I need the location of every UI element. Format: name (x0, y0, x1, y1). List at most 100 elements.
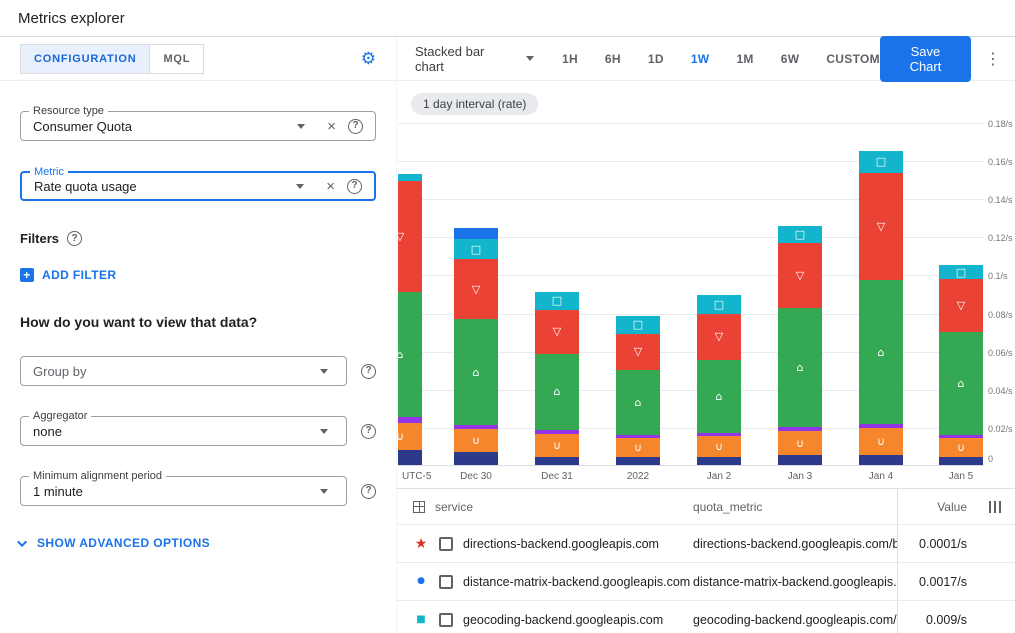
range-custom[interactable]: CUSTOM (826, 51, 880, 66)
bar-segment-green: ⌂ (778, 307, 822, 427)
bar-dec-30[interactable]: □ ▽ ⌂ ∪ (454, 227, 498, 465)
column-display-options-icon[interactable] (989, 500, 1001, 513)
bar-partial[interactable]: ▽ ⌂ ∪ (398, 173, 422, 465)
chevron-down-icon (320, 428, 328, 434)
series-marker-icon: ⌂ (877, 345, 885, 359)
series-marker-icon: □ (955, 265, 967, 279)
y-axis-label: 0.06/s (988, 348, 1013, 358)
save-chart-button[interactable]: Save Chart (879, 35, 971, 82)
bar-jan-3[interactable]: □ ▽ ⌂ ∪ (778, 225, 822, 465)
chart-type-dropdown[interactable]: Stacked bar chart (415, 44, 540, 74)
gridline (398, 161, 984, 162)
series-marker-icon: ⌂ (715, 389, 723, 403)
series-marker-icon: ▽ (552, 325, 562, 339)
bar-segment-red: ▽ (939, 279, 983, 332)
series-marker-icon: ▽ (795, 268, 805, 282)
range-1d[interactable]: 1D (647, 51, 664, 66)
gear-icon[interactable]: ⚙ (360, 48, 376, 69)
row-checkbox[interactable] (439, 612, 453, 627)
aggregator-select[interactable]: Aggregator none (20, 410, 347, 446)
bar-segment-teal: □ (697, 294, 741, 314)
series-marker-icon: ∪ (876, 435, 886, 449)
x-axis-label: Jan 4 (868, 471, 894, 482)
bar-jan-5[interactable]: □ ▽ ⌂ ∪ (939, 264, 983, 465)
table-row[interactable]: ■ geocoding-backend.googleapis.com geocodi… (397, 601, 1015, 633)
series-marker-icon: ▽ (876, 219, 886, 233)
add-filter-button[interactable]: + ADD FILTER (20, 268, 376, 282)
bar-segment-purple (535, 429, 579, 434)
bar-jan-4[interactable]: □ ▽ ⌂ ∪ (859, 150, 903, 465)
bar-segment-navy (616, 457, 660, 465)
group-by-select[interactable]: Group by (20, 356, 347, 386)
series-marker-icon: ▽ (956, 298, 966, 312)
bar-segment-navy (778, 455, 822, 465)
bar-segment-orange: ∪ (616, 438, 660, 458)
service-cell: geocoding-backend.googleapis.com (463, 612, 664, 627)
table-row[interactable]: ● distance-matrix-backend.googleapis.com d… (397, 563, 1015, 601)
bar-segment-teal: □ (616, 316, 660, 334)
series-toggle-icon[interactable] (413, 500, 425, 513)
clear-icon[interactable]: × (327, 117, 336, 135)
y-axis-label: 0.08/s (988, 310, 1013, 320)
bar-segment-purple (398, 417, 422, 424)
add-icon: + (20, 268, 34, 282)
gridline (398, 314, 984, 315)
alignment-period-select[interactable]: Minimum alignment period 1 minute (20, 470, 347, 506)
bar-jan-2[interactable]: □ ▽ ⌂ ∪ (697, 294, 741, 465)
bar-dec-31[interactable]: □ ▽ ⌂ ∪ (535, 291, 579, 465)
stacked-bar-chart: ▽ ⌂ ∪ □ ▽ ⌂ ∪ □ ▽ ⌂ ∪ □ ▽ ⌂ ∪ □ ▽ ⌂ ∪ □ ▽ ⌂ ∪ □ ▽ ⌂ ∪ □ ▽ ⌂ ∪ UTC-5 Dec… (397, 119, 1015, 486)
bar-segment-red: ▽ (454, 259, 498, 320)
bar-segment-orange: ∪ (454, 428, 498, 452)
bar-2022[interactable]: □ ▽ ⌂ ∪ (616, 316, 660, 465)
quota-metric-cell: distance-matrix-backend.googleapis.com/b (693, 574, 897, 589)
tab-configuration[interactable]: CONFIGURATION (20, 43, 151, 74)
help-icon[interactable]: ? (361, 483, 376, 499)
clear-icon[interactable]: × (326, 177, 335, 195)
series-marker-icon: ▽ (633, 345, 643, 359)
bar-segment-purple (697, 432, 741, 437)
bar-segment-red: ▽ (859, 172, 903, 281)
help-icon[interactable]: ? (361, 423, 376, 439)
metric-select[interactable]: Metric Rate quota usage × ? (20, 166, 376, 201)
help-icon[interactable]: ? (361, 363, 376, 379)
bar-segment-navy (535, 457, 579, 465)
bar-segment-purple (778, 426, 822, 431)
value-column-header: Value (897, 489, 975, 524)
series-marker-icon: ⌂ (553, 385, 561, 399)
series-marker-icon: □ (794, 227, 806, 241)
gridline (398, 390, 984, 391)
series-marker-icon: ⌂ (398, 349, 403, 360)
bar-segment-blue (454, 227, 498, 240)
help-icon[interactable]: ? (347, 178, 362, 194)
show-advanced-options-button[interactable]: SHOW ADVANCED OPTIONS (17, 536, 376, 550)
series-star-icon: ★ (414, 535, 428, 552)
y-axis-label: 0.1/s (988, 271, 1008, 281)
bar-segment-green: ⌂ (616, 369, 660, 435)
row-checkbox[interactable] (439, 574, 453, 589)
table-body: ★ directions-backend.googleapis.com direct… (397, 525, 1015, 633)
chevron-down-icon (320, 368, 328, 374)
help-icon[interactable]: ? (67, 231, 83, 246)
bar-segment-orange: ∪ (535, 433, 579, 458)
help-icon[interactable]: ? (348, 118, 363, 134)
aggregator-label: Aggregator (29, 410, 92, 422)
range-6h[interactable]: 6H (604, 51, 621, 66)
table-row[interactable]: ★ directions-backend.googleapis.com direct… (397, 525, 1015, 563)
row-checkbox[interactable] (439, 536, 453, 551)
time-range-group: 1H 6H 1D 1W 1M 6W CUSTOM (562, 52, 880, 66)
bar-segment-navy (859, 455, 903, 465)
more-options-icon[interactable]: ⋮ (985, 49, 1001, 68)
range-1m[interactable]: 1M (736, 51, 754, 66)
bar-segment-orange: ∪ (939, 438, 983, 458)
gridline (398, 428, 984, 429)
service-cell: distance-matrix-backend.googleapis.com (463, 574, 691, 589)
bar-segment-green: ⌂ (535, 353, 579, 430)
range-1h[interactable]: 1H (561, 51, 578, 66)
x-axis-timezone-label: UTC-5 (402, 471, 432, 482)
tab-mql[interactable]: MQL (150, 43, 205, 74)
range-6w[interactable]: 6W (780, 51, 800, 66)
bar-segment-purple (454, 425, 498, 429)
chart-toolbar: Stacked bar chart 1H 6H 1D 1W 1M 6W CUST… (397, 35, 1015, 82)
resource-type-select[interactable]: Resource type Consumer Quota × ? (20, 105, 376, 141)
range-1w[interactable]: 1W (690, 51, 710, 66)
